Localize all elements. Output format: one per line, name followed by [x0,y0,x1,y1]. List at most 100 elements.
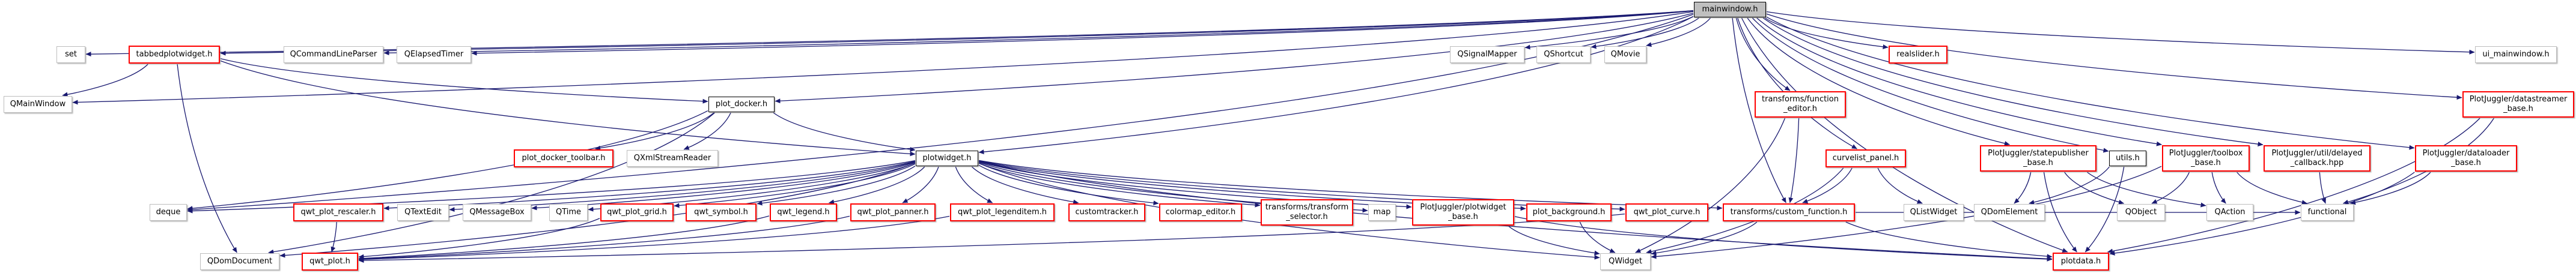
node-dockertoolbar[interactable]: plot_docker_toolbar.h [514,149,614,167]
node-customtracker[interactable]: customtracker.h [1068,203,1145,221]
node-plotdata[interactable]: plotdata.h [2053,253,2109,271]
node-qwtcurve[interactable]: qwt_plot_curve.h [1625,203,1708,221]
edge-datastreamer-to-plotdata [2107,118,2480,254]
node-qwtlegend[interactable]: qwt_legend.h [770,203,837,221]
edge-customfunc-to-plotdata [1845,221,2053,259]
node-utils[interactable]: utils.h [2109,151,2146,166]
edge-plotwidget-to-qwtsymbol [757,166,916,206]
edge-plotwidget-to-colormap [978,164,1159,206]
edge-main-to-qcmd [383,10,1694,56]
edge-funceditor-to-customfunc [1788,118,1800,203]
edge-plotwidget-to-deque [187,160,916,214]
node-label: PlotJuggler/datastreamer [2469,95,2568,104]
node-label: QMainWindow [10,100,66,109]
node-label: QObject [2125,208,2157,217]
node-map: map [1368,204,1396,221]
node-label: PlotJuggler/util/delayed [2271,149,2363,158]
edge-main-to-toolbox [1756,17,2162,146]
edge-curvelist-to-customfunc [1802,167,1853,203]
node-label: _base.h [2451,158,2481,167]
node-qwtlegenditem[interactable]: qwt_plot_legenditem.h [950,203,1055,221]
node-label: deque [156,208,181,217]
node-label: plotwidget.h [922,154,972,163]
node-qwtpanner[interactable]: qwt_plot_panner.h [850,203,936,221]
edge-main-to-qshortcut [1591,17,1699,49]
edge-toolbox-to-qwidget [1651,166,2162,259]
node-label: qwt_plot_grid.h [607,208,667,217]
node-curvelist[interactable]: curvelist_panel.h [1825,149,1906,167]
node-tabbed[interactable]: tabbedplotwidget.h [129,46,220,64]
node-qmovie: QMovie [1604,46,1646,63]
node-colormap[interactable]: colormap_editor.h [1159,203,1242,221]
node-label: QElapsedTimer [404,50,464,59]
node-funceditor[interactable]: transforms/function _editor.h [1755,91,1846,118]
edge-plotwidget-to-qwidget [978,163,1600,260]
node-label: QDomElement [1981,208,2038,217]
node-datastreamer[interactable]: PlotJuggler/datastreamer _base.h [2462,91,2574,118]
node-label: qwt_plot_rescaler.h [300,208,376,217]
node-qwtsymbol[interactable]: qwt_symbol.h [686,203,757,221]
edge-funceditor-to-qwidget [1635,118,1786,253]
edge-dataloader-to-plotdata [2109,172,2415,256]
node-label: QAction [2214,208,2246,217]
edge-plotwidget-to-selector [978,163,1261,208]
node-deque: deque [150,204,187,221]
node-main: mainwindow.h [1694,2,1766,17]
node-qwtplot[interactable]: qwt_plot.h [302,253,358,271]
node-selector[interactable]: transforms/transform _selector.h [1261,199,1353,226]
node-label: qwt_plot_panner.h [857,208,929,217]
node-qobject: QObject [2117,204,2165,221]
edge-tabbed-to-plotdocker [220,58,708,104]
edge-main-to-qelapsed [471,10,1694,56]
edge-statepub-to-qobject [2064,172,2124,205]
node-statepub[interactable]: PlotJuggler/statepublisher _base.h [1980,145,2096,172]
node-customfunc[interactable]: transforms/custom_function.h [1723,203,1855,221]
node-label: _base.h [1448,212,1478,221]
node-qtime: QTime [549,204,588,221]
edge-main-to-qsigmap [1524,16,1694,50]
edge-main-to-realslider [1765,17,1889,49]
node-qdomelement: QDomElement [1974,204,2045,221]
node-toolbox[interactable]: PlotJuggler/toolbox _base.h [2162,145,2250,172]
edge-main-to-uimainwindow [1766,11,2475,55]
edge-main-to-utils [1752,17,2109,153]
node-qwtgrid[interactable]: qwt_plot_grid.h [600,203,674,221]
node-qmainwindow: QMainWindow [4,96,72,113]
node-label: QTime [555,208,582,217]
node-label: realslider.h [1896,50,1940,59]
node-qmessagebox: QMessageBox [463,204,531,221]
node-delayed[interactable]: PlotJuggler/util/delayed _callback.hpp [2264,145,2370,172]
edge-main-to-customfunc [1732,17,1786,203]
node-label: QCommandLineParser [290,50,377,59]
node-qtextedit: QTextEdit [397,204,449,221]
node-qdomdoc: QDomDocument [200,253,279,270]
node-pwbase[interactable]: PlotJuggler/plotwidget _base.h [1412,199,1514,226]
edge-main-to-plotdocker [775,13,1694,104]
edge-curvelist-to-qwidget [1646,167,1844,254]
node-label: QDomDocument [207,257,273,266]
node-plotwidget[interactable]: plotwidget.h [916,151,978,166]
edge-plotdocker-to-dockertoolbar [595,112,714,151]
edge-rescaler-to-qwtplot [330,221,337,253]
node-label: PlotJuggler/statepublisher [1988,149,2089,158]
edge-tabbed-to-qmainwindow [62,64,148,97]
node-dataloader[interactable]: PlotJuggler/dataloader _base.h [2415,145,2517,172]
node-label: QSignalMapper [1457,50,1517,59]
edge-plotdocker-to-plotwidget [773,112,916,152]
node-label: _editor.h [1783,104,1817,113]
node-label: transforms/function [1762,95,1839,104]
node-rescaler[interactable]: qwt_plot_rescaler.h [293,203,383,221]
node-realslider[interactable]: realslider.h [1889,46,1947,64]
node-qelapsed: QElapsedTimer [397,46,471,63]
node-label: QMovie [1610,50,1640,59]
edge-toolbox-to-functional [2236,172,2307,205]
node-uimainwindow: ui_mainwindow.h [2475,46,2557,63]
node-background[interactable]: plot_background.h [1526,203,1612,221]
node-label: QTextEdit [404,208,442,217]
node-label: _base.h [2191,158,2221,167]
edge-main-to-plotdata [1741,17,2068,253]
edge-main-to-qmovie [1646,17,1711,47]
edge-qwtgrid-to-qwtplot [358,218,600,259]
node-plotdocker[interactable]: plot_docker.h [708,97,775,112]
